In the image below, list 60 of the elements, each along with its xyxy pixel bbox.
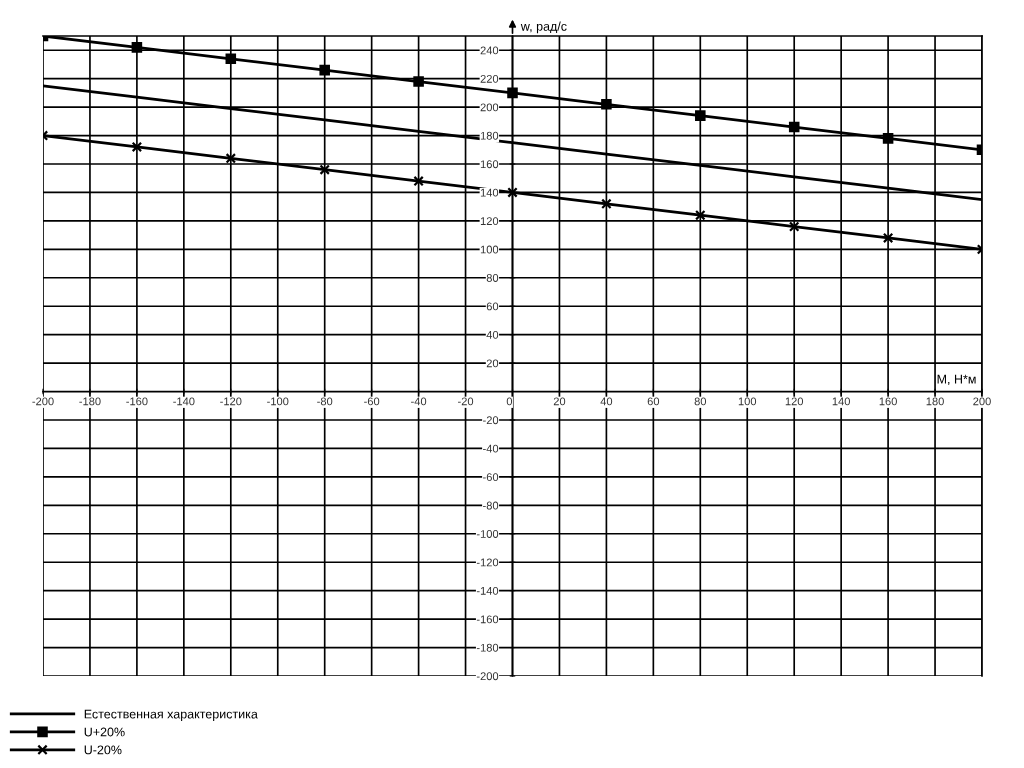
- y-tick-label: 40: [486, 330, 499, 339]
- y-tick-label: -60: [483, 473, 499, 482]
- legend-label: U-20%: [84, 745, 122, 755]
- point: [413, 76, 424, 87]
- x-tick-label: -160: [126, 397, 148, 406]
- y-tick-label: -100: [476, 530, 499, 538]
- x-tick-label: -180: [79, 397, 101, 406]
- point: [507, 87, 518, 99]
- point: [788, 221, 800, 232]
- point: [225, 153, 237, 164]
- x-tick-label: -20: [458, 397, 474, 406]
- point: [319, 164, 330, 175]
- x-tick-label: 120: [785, 397, 804, 406]
- x-tick-label: -40: [411, 397, 427, 406]
- x-tick-label: -200: [32, 397, 54, 406]
- y-tick-label: 80: [486, 274, 499, 282]
- point: [695, 110, 706, 121]
- point: [413, 175, 424, 187]
- y-tick-label: -160: [476, 615, 499, 624]
- x-tick-label: 200: [973, 397, 991, 406]
- x-tick-label: 100: [738, 397, 757, 406]
- y-tick-label: -200: [476, 672, 499, 681]
- x-tick-label: 80: [694, 397, 707, 406]
- x-tick-label: -60: [364, 397, 380, 406]
- point: [882, 232, 894, 244]
- y-axis-title: w, рад/с: [520, 21, 567, 34]
- y-tick-label: -120: [476, 558, 499, 567]
- x-tick-label: 20: [553, 397, 566, 406]
- x-tick-label: 60: [647, 397, 660, 406]
- x-tick-label: 0: [506, 397, 513, 406]
- legend-label: U+20%: [84, 727, 125, 737]
- y-tick-label: 120: [480, 217, 499, 226]
- y-tick-label: -180: [476, 643, 499, 652]
- x-tick-label: -100: [267, 397, 289, 406]
- y-tick-label: 160: [480, 160, 499, 169]
- point: [601, 198, 612, 210]
- x-axis-title: M, Н*м: [937, 374, 976, 386]
- x-tick-label: 40: [600, 397, 613, 406]
- y-tick-label: 100: [480, 245, 499, 254]
- y-tick-label: 220: [480, 74, 499, 83]
- y-tick-label: -80: [483, 501, 499, 510]
- x-tick-label: -80: [317, 397, 333, 406]
- y-tick-label: -20: [483, 416, 499, 425]
- point: [695, 209, 706, 221]
- x-tick-label: 160: [879, 397, 897, 406]
- y-tick-label: -40: [483, 444, 499, 453]
- y-tick-label: 180: [480, 131, 499, 140]
- point: [507, 187, 518, 198]
- point: [131, 141, 143, 153]
- legend-label: Естественная характеристика: [84, 709, 258, 721]
- y-tick-label: 20: [486, 359, 499, 368]
- y-tick-label: 140: [480, 188, 499, 197]
- y-tick-label: 240: [480, 46, 499, 55]
- x-tick-label: 140: [832, 397, 850, 406]
- x-tick-label: 180: [926, 397, 944, 406]
- y-tick-label: 60: [486, 302, 499, 311]
- y-tick-label: -140: [476, 586, 499, 595]
- y-tick-label: 200: [480, 103, 499, 112]
- x-tick-label: -120: [220, 397, 242, 406]
- x-tick-label: -140: [173, 397, 195, 406]
